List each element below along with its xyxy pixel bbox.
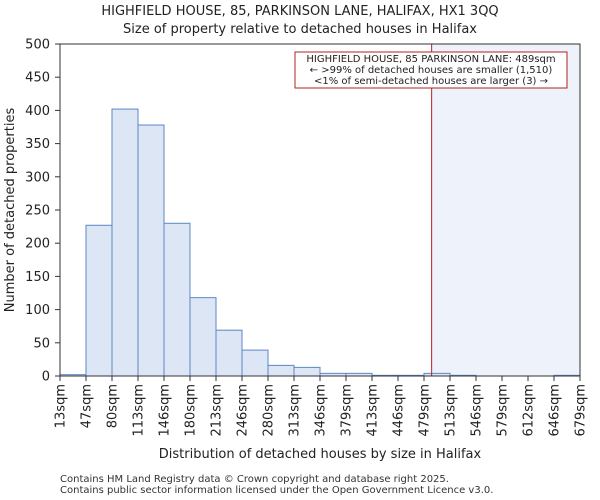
x-tick-label: 13sqm [54,384,69,428]
annotation-line-2: ← >99% of detached houses are smaller (1… [310,65,553,76]
y-tick-label: 300 [25,170,50,185]
y-tick-label: 250 [25,204,50,219]
annotation-line-3: <1% of semi-detached houses are larger (… [314,76,548,87]
chart-title: HIGHFIELD HOUSE, 85, PARKINSON LANE, HAL… [101,4,498,19]
y-tick-label: 100 [25,303,50,318]
histogram-bar [215,329,243,377]
x-tick-label: 146sqm [158,384,173,437]
x-tick-label: 513sqm [444,384,459,437]
y-axis-label: Number of detached properties [3,108,18,313]
y-tick-label: 50 [33,336,50,351]
x-tick-label: 47sqm [80,384,95,428]
x-tick-label: 413sqm [366,384,381,437]
y-tick-label: 400 [25,104,50,119]
y-tick-label: 0 [42,370,50,385]
x-tick-label: 80sqm [106,384,121,428]
x-tick-label: 379sqm [340,384,355,437]
x-tick-label: 313sqm [288,384,303,437]
plot-frame [59,43,581,377]
x-tick-label: 579sqm [496,384,511,437]
histogram-bar [85,224,113,377]
x-tick-label: 180sqm [184,384,199,437]
annotation-background [294,51,568,89]
x-tick-label: 246sqm [236,384,251,437]
x-tick-label: 113sqm [132,384,147,437]
y-tick-label: 200 [25,237,50,252]
histogram-bar [189,297,217,377]
x-axis-label: Distribution of detached houses by size … [159,447,482,462]
x-tick-label: 446sqm [392,384,407,437]
x-tick-label: 646sqm [548,384,563,437]
footer-line-2: Contains public sector information licen… [60,485,493,496]
annotation-box: HIGHFIELD HOUSE, 85 PARKINSON LANE: 489s… [294,51,568,89]
y-tick-label: 450 [25,71,50,86]
histogram-bar [267,364,295,377]
histogram-bar [293,366,321,377]
y-tick-label: 150 [25,270,50,285]
x-tick-label: 679sqm [574,384,589,437]
histogram-bar [241,349,269,377]
histogram-bar [137,124,165,377]
x-tick-label: 612sqm [522,384,537,437]
x-tick-label: 346sqm [314,384,329,437]
footer-line-1: Contains HM Land Registry data © Crown c… [60,474,449,485]
histogram-bar [163,222,191,377]
x-tick-label: 280sqm [262,384,277,437]
annotation-line-1: HIGHFIELD HOUSE, 85 PARKINSON LANE: 489s… [306,54,555,65]
y-axis: 0 50 100 150 200 250 300 350 400 450 500 [25,38,60,385]
histogram-bar [111,108,139,377]
x-axis: 13sqm 47sqm 80sqm 113sqm 146sqm 180sqm 213sqm 2… [54,376,589,437]
chart-subtitle: Size of property relative to detached ho… [123,22,477,37]
y-tick-label: 500 [25,38,50,53]
bars-group [59,108,581,377]
x-tick-label: 213sqm [210,384,225,437]
x-tick-label: 479sqm [418,384,433,437]
y-tick-label: 350 [25,137,50,152]
x-tick-label: 546sqm [470,384,485,437]
larger-region-shade [431,44,580,376]
